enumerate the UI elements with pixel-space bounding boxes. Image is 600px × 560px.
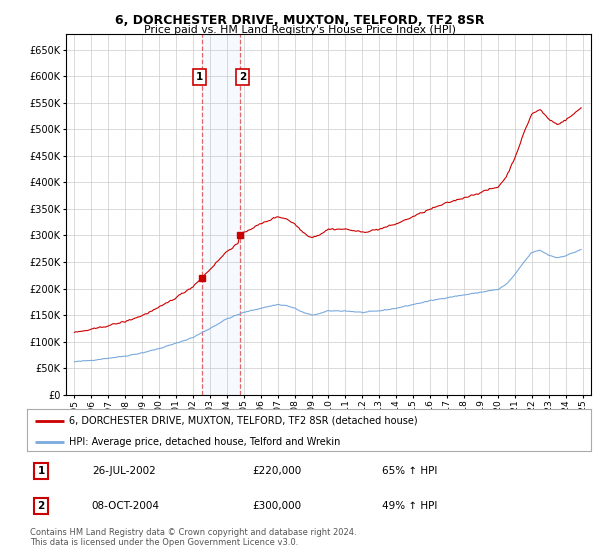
- Text: 2: 2: [239, 72, 246, 82]
- Text: 65% ↑ HPI: 65% ↑ HPI: [382, 466, 437, 476]
- Text: 08-OCT-2004: 08-OCT-2004: [92, 501, 160, 511]
- Text: 6, DORCHESTER DRIVE, MUXTON, TELFORD, TF2 8SR: 6, DORCHESTER DRIVE, MUXTON, TELFORD, TF…: [115, 14, 485, 27]
- Text: Price paid vs. HM Land Registry's House Price Index (HPI): Price paid vs. HM Land Registry's House …: [144, 25, 456, 35]
- Text: HPI: Average price, detached house, Telford and Wrekin: HPI: Average price, detached house, Telf…: [70, 437, 341, 447]
- Text: 2: 2: [37, 501, 45, 511]
- Text: 49% ↑ HPI: 49% ↑ HPI: [382, 501, 437, 511]
- Text: £300,000: £300,000: [253, 501, 302, 511]
- Text: £220,000: £220,000: [253, 466, 302, 476]
- Text: 1: 1: [37, 466, 45, 476]
- Text: 26-JUL-2002: 26-JUL-2002: [92, 466, 155, 476]
- Text: 6, DORCHESTER DRIVE, MUXTON, TELFORD, TF2 8SR (detached house): 6, DORCHESTER DRIVE, MUXTON, TELFORD, TF…: [70, 416, 418, 426]
- Text: 1: 1: [196, 72, 203, 82]
- Text: Contains HM Land Registry data © Crown copyright and database right 2024.
This d: Contains HM Land Registry data © Crown c…: [30, 528, 356, 547]
- Bar: [202, 34, 240, 395]
